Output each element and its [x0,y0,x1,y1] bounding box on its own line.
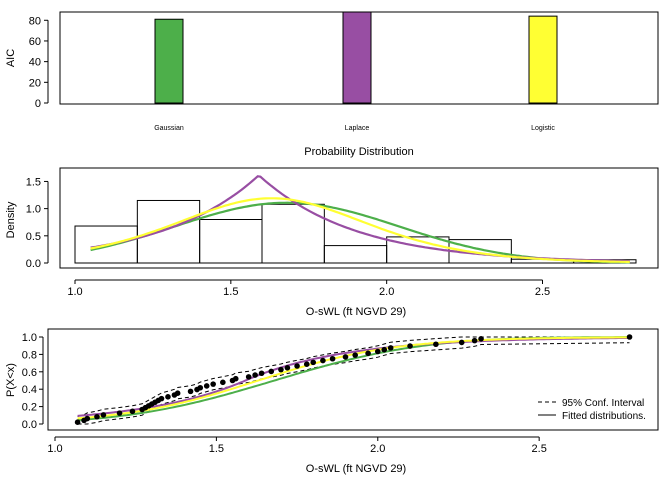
ecdf-point [74,419,81,425]
density-x-tick-label: 2.0 [379,286,394,298]
legend-fit-label: Fitted distributions. [562,411,646,422]
density-panel: 1.0 1.5 2.0 2.5 0.0 0.5 1.0 1.5 Density O-sWL … [5,167,659,318]
aic-x-axis-label: Probability Distribution [304,146,413,158]
aic-category-label: Laplace [345,125,370,132]
density-plot-frame [59,167,659,269]
ecdf-point [294,363,300,369]
density-x-tick-label: 1.0 [67,286,82,298]
cdf-y-tick-label: 0.8 [22,349,37,361]
aic-category-label: Logistic [531,125,555,132]
ecdf-point [158,395,165,402]
cdf-y-axis-label: P(X<x) [5,363,17,397]
aic-bar-laplace [342,11,372,104]
ecdf-point [94,413,100,420]
ecdf-point [329,355,336,362]
aic-y-tick-label: 40 [29,57,41,69]
density-curve-logistic [90,197,630,263]
conf-band-upper [77,336,630,417]
ecdf-point [284,365,291,371]
density-y-tick-label: 1.5 [26,176,41,188]
cdf-y-tick-label: 0.4 [22,384,37,396]
histogram-bin [261,203,325,264]
ecdf-point [407,343,413,349]
ecdf-point [210,381,216,387]
cdf-y-tick-label: 1.0 [22,332,37,344]
density-y-tick-label: 0.0 [26,258,41,270]
ecdf-point [258,370,265,377]
density-y-tick-label: 1.0 [26,204,41,216]
histogram-bin [136,199,201,264]
ecdf-point [197,384,204,391]
ecdf-point [245,374,252,380]
ecdf-point [374,348,381,355]
ecdf-point [252,372,258,378]
ecdf-point [232,375,239,382]
ecdf-point [187,388,194,395]
ecdf-point [84,415,91,422]
ecdf-point [116,410,123,416]
histogram-bin [323,245,388,264]
cdf-curve-laplace [77,336,630,417]
cdf-x-tick-label: 1.0 [47,443,62,455]
ecdf-point [458,339,465,346]
cdf-y-tick-label: 0.6 [22,367,37,379]
histogram-bin [199,219,263,264]
ecdf-point [320,357,326,364]
cdf-y-tick-label: 0.2 [22,402,37,414]
aic-bar-panel: 0 20 40 60 80 Gaussian Laplace Logistic AIC Pr… [5,11,659,158]
ecdf-point [352,352,358,358]
legend-conf-label: 95% Conf. Interval [562,398,644,409]
cdf-x-tick-label: 1.5 [209,443,224,455]
density-x-tick-label: 2.5 [535,286,550,298]
cdf-panel: 1.0 1.5 2.0 2.5 0.0 0.2 0.4 0.6 0.8 1.0 95% Conf… [5,328,659,475]
ecdf-point [433,341,439,348]
ecdf-point [626,334,633,340]
aic-y-tick-label: 80 [29,15,41,27]
aic-bar-logistic [528,15,558,104]
density-curve-laplace [90,175,630,263]
ecdf-point [342,354,349,360]
ecdf-point [387,345,394,351]
ecdf-point [100,412,107,418]
ecdf-point [174,390,181,396]
density-x-axis-label: O-sWL (ft NGVD 29) [306,306,406,318]
cdf-y-tick-label: 0.0 [22,419,37,431]
ecdf-point [220,379,226,386]
ecdf-point [303,361,310,367]
aic-bar-gaussian [154,18,184,104]
ecdf-point [165,394,171,400]
ecdf-point [478,336,484,342]
ecdf-point [310,359,317,366]
density-y-axis-label: Density [5,201,17,238]
density-y-tick-label: 0.5 [26,231,41,243]
aic-y-tick-label: 60 [29,36,41,48]
ecdf-point [278,366,284,373]
aic-category-label: Gaussian [154,125,184,132]
cdf-x-tick-label: 2.0 [370,443,385,455]
ecdf-point [268,368,275,375]
density-x-tick-label: 1.5 [223,286,238,298]
aic-y-axis-label: AIC [5,49,17,67]
ecdf-point [381,346,388,353]
cdf-x-tick-label: 2.5 [532,443,547,455]
cdf-x-axis-label: O-sWL (ft NGVD 29) [306,463,406,475]
cdf-legend: 95% Conf. Interval Fitted distributions. [538,398,646,422]
aic-y-tick-label: 20 [29,77,41,89]
ecdf-point [471,337,478,344]
ecdf-point [365,350,371,357]
aic-y-tick-label: 0 [35,98,41,110]
cdf-plot-frame [47,328,659,431]
ecdf-point [129,408,136,415]
ecdf-point [203,383,210,389]
